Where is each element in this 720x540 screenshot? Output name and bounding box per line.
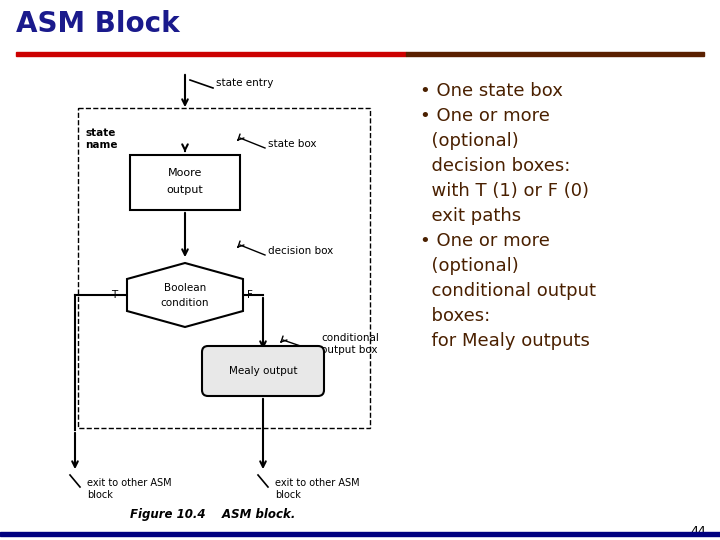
- Text: output: output: [166, 185, 203, 195]
- Bar: [16, 52, 406, 56]
- Text: Moore: Moore: [168, 168, 202, 178]
- Text: ASM Block: ASM Block: [16, 10, 179, 38]
- Text: Boolean: Boolean: [164, 283, 206, 293]
- Text: (optional): (optional): [420, 132, 518, 150]
- Bar: [78, 108, 370, 428]
- Bar: [406, 52, 704, 56]
- Text: with T (1) or F (0): with T (1) or F (0): [420, 182, 589, 200]
- Text: • One or more: • One or more: [420, 107, 550, 125]
- Bar: [130, 155, 240, 210]
- Text: exit to other ASM
block: exit to other ASM block: [87, 478, 171, 500]
- Text: conditional output: conditional output: [420, 282, 596, 300]
- Text: state box: state box: [268, 139, 317, 149]
- Polygon shape: [127, 263, 243, 327]
- Text: F: F: [247, 290, 253, 300]
- Text: exit paths: exit paths: [420, 207, 521, 225]
- Text: boxes:: boxes:: [420, 307, 490, 325]
- Text: state entry: state entry: [216, 78, 274, 88]
- Text: for Mealy outputs: for Mealy outputs: [420, 332, 590, 350]
- Text: state
name: state name: [85, 128, 117, 150]
- Text: decision boxes:: decision boxes:: [420, 157, 570, 175]
- Text: exit to other ASM
block: exit to other ASM block: [275, 478, 359, 500]
- FancyBboxPatch shape: [202, 346, 324, 396]
- Text: condition: condition: [161, 298, 210, 308]
- Text: • One or more: • One or more: [420, 232, 550, 250]
- Text: Figure 10.4    ASM block.: Figure 10.4 ASM block.: [130, 508, 295, 521]
- Text: • One state box: • One state box: [420, 82, 563, 100]
- Text: Mealy output: Mealy output: [229, 366, 297, 376]
- Text: (optional): (optional): [420, 257, 518, 275]
- Text: decision box: decision box: [268, 246, 333, 256]
- Text: 44: 44: [690, 525, 706, 538]
- Text: conditional
output box: conditional output box: [321, 333, 379, 355]
- Text: T: T: [111, 290, 117, 300]
- Bar: [0, 532, 720, 536]
